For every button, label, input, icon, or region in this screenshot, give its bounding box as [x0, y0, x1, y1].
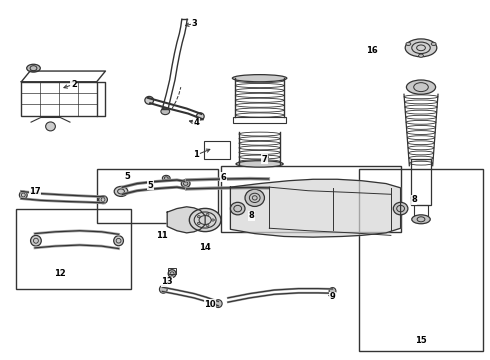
Ellipse shape — [329, 288, 336, 295]
Ellipse shape — [197, 222, 200, 224]
Bar — [411, 158, 431, 205]
Polygon shape — [167, 207, 205, 233]
Ellipse shape — [161, 108, 170, 114]
Ellipse shape — [232, 75, 287, 82]
Ellipse shape — [214, 300, 222, 307]
Text: 2: 2 — [71, 80, 77, 89]
Text: 1: 1 — [194, 150, 199, 159]
Text: 3: 3 — [191, 19, 197, 28]
Bar — [97, 169, 218, 223]
Text: 4: 4 — [194, 118, 199, 127]
Text: 8: 8 — [411, 195, 417, 204]
Text: 16: 16 — [367, 46, 378, 55]
Ellipse shape — [189, 208, 221, 231]
Ellipse shape — [212, 219, 214, 221]
Ellipse shape — [98, 196, 107, 203]
Bar — [204, 141, 230, 158]
Text: 8: 8 — [248, 211, 254, 220]
Text: 5: 5 — [124, 172, 130, 181]
Ellipse shape — [162, 175, 170, 181]
Bar — [359, 169, 483, 351]
Ellipse shape — [405, 39, 437, 57]
Bar — [414, 205, 428, 216]
Ellipse shape — [159, 285, 167, 293]
Bar — [168, 267, 176, 274]
Ellipse shape — [145, 96, 153, 104]
Ellipse shape — [26, 64, 40, 72]
Ellipse shape — [393, 202, 408, 215]
Ellipse shape — [30, 235, 41, 246]
Ellipse shape — [418, 54, 423, 57]
Text: 10: 10 — [204, 300, 216, 309]
Bar — [220, 166, 401, 232]
Text: 5: 5 — [147, 181, 153, 190]
Ellipse shape — [431, 42, 436, 45]
Ellipse shape — [20, 191, 27, 199]
Text: 15: 15 — [415, 336, 427, 345]
Text: 12: 12 — [54, 269, 66, 278]
Bar — [22, 82, 97, 116]
Text: 6: 6 — [220, 173, 226, 182]
Ellipse shape — [196, 113, 204, 120]
Text: 17: 17 — [29, 187, 41, 196]
Ellipse shape — [46, 122, 55, 131]
Ellipse shape — [181, 180, 190, 188]
Text: 11: 11 — [156, 231, 168, 240]
Bar — [233, 117, 286, 123]
Ellipse shape — [245, 189, 265, 206]
Ellipse shape — [412, 215, 430, 224]
Bar — [17, 208, 131, 289]
Ellipse shape — [236, 161, 283, 167]
Ellipse shape — [206, 213, 209, 216]
Text: 9: 9 — [330, 292, 335, 301]
Text: 13: 13 — [161, 277, 173, 286]
Ellipse shape — [197, 216, 200, 218]
Ellipse shape — [168, 270, 176, 278]
Text: 7: 7 — [262, 155, 268, 164]
Ellipse shape — [406, 80, 436, 94]
Ellipse shape — [230, 202, 245, 215]
Text: 14: 14 — [199, 243, 211, 252]
Polygon shape — [230, 179, 401, 237]
Ellipse shape — [406, 42, 411, 45]
Ellipse shape — [114, 236, 123, 246]
Ellipse shape — [114, 186, 128, 197]
Ellipse shape — [206, 224, 209, 226]
